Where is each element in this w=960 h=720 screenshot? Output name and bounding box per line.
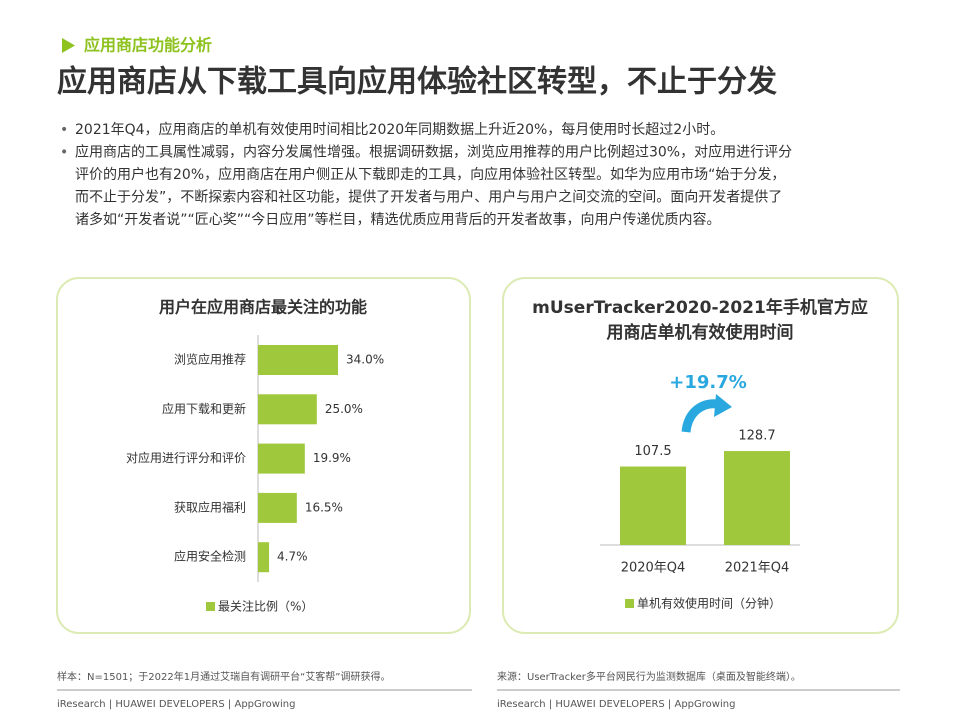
bullet-dot: • bbox=[60, 122, 68, 138]
category-label: 应用下载和更新 bbox=[162, 401, 246, 416]
value-label: 16.5% bbox=[305, 500, 343, 514]
growth-label: +19.7% bbox=[669, 372, 747, 393]
growth-arrowhead bbox=[714, 394, 732, 417]
category-label: 获取应用福利 bbox=[174, 499, 246, 514]
section-marker bbox=[62, 38, 75, 53]
footer-source: iResearch | HUAWEI DEVELOPERS | AppGrowi… bbox=[57, 699, 295, 710]
value-label: 107.5 bbox=[634, 444, 671, 459]
legend-swatch bbox=[206, 602, 215, 611]
bullet-text: 应用商店的工具属性减弱，内容分发属性增强。根据调研数据，浏览应用推荐的用户比例超… bbox=[75, 144, 792, 161]
bar bbox=[258, 443, 305, 474]
bar bbox=[258, 492, 297, 523]
value-label: 128.7 bbox=[738, 429, 775, 444]
bar bbox=[620, 466, 686, 545]
section-title: 应用商店功能分析 bbox=[84, 36, 212, 55]
left-panel bbox=[56, 277, 471, 634]
category-label: 对应用进行评分和评价 bbox=[126, 450, 246, 465]
footnote: 样本：N=1501；于2022年1月通过艾瑞自有调研平台“艾客帮”调研获得。 bbox=[57, 670, 390, 683]
page-title: 应用商店从下载工具向应用体验社区转型，不止于分发 bbox=[57, 65, 777, 100]
value-label: 4.7% bbox=[277, 550, 308, 564]
value-label: 25.0% bbox=[325, 402, 363, 416]
footer-source: iResearch | HUAWEI DEVELOPERS | AppGrowi… bbox=[497, 699, 735, 710]
legend-swatch bbox=[625, 599, 634, 608]
growth-arrow bbox=[681, 399, 719, 433]
right-panel bbox=[502, 277, 899, 634]
bullet-text: 评价的用户也有20%，应用商店在用户侧正从下载即走的工具，向应用体验社区转型。如… bbox=[75, 166, 785, 183]
legend-label: 最关注比例（%） bbox=[218, 599, 313, 614]
chart-title: 用户在应用商店最关注的功能 bbox=[159, 298, 367, 317]
bar bbox=[724, 451, 790, 545]
value-label: 34.0% bbox=[346, 353, 384, 367]
bar bbox=[258, 394, 317, 425]
category-label: 浏览应用推荐 bbox=[174, 352, 246, 367]
category-label: 2021年Q4 bbox=[725, 561, 790, 576]
footnote: 来源：UserTracker多平台网民行为监测数据库（桌面及智能终端）。 bbox=[497, 670, 801, 683]
bullet-text: 诸多如“开发者说”“匠心奖”“今日应用”等栏目，精选优质应用背后的开发者故事，向… bbox=[75, 211, 721, 228]
bullet-dot: • bbox=[60, 145, 68, 161]
value-label: 19.9% bbox=[313, 451, 351, 465]
category-label: 2020年Q4 bbox=[621, 561, 686, 576]
bullet-text: 2021年Q4，应用商店的单机有效使用时间相比2020年同期数据上升近20%，每… bbox=[75, 121, 724, 138]
legend-label: 单机有效使用时间（分钟） bbox=[637, 596, 781, 611]
chart-title: mUserTracker2020-2021年手机官方应 bbox=[532, 297, 868, 318]
bar bbox=[258, 345, 338, 375]
bullet-text: 而不止于分发”，不断探索内容和社区功能，提供了开发者与用户、用户与用户之间交流的… bbox=[75, 189, 782, 206]
category-label: 应用安全检测 bbox=[174, 549, 246, 564]
chart-title: 用商店单机有效使用时间 bbox=[607, 322, 794, 343]
bar bbox=[258, 542, 270, 573]
